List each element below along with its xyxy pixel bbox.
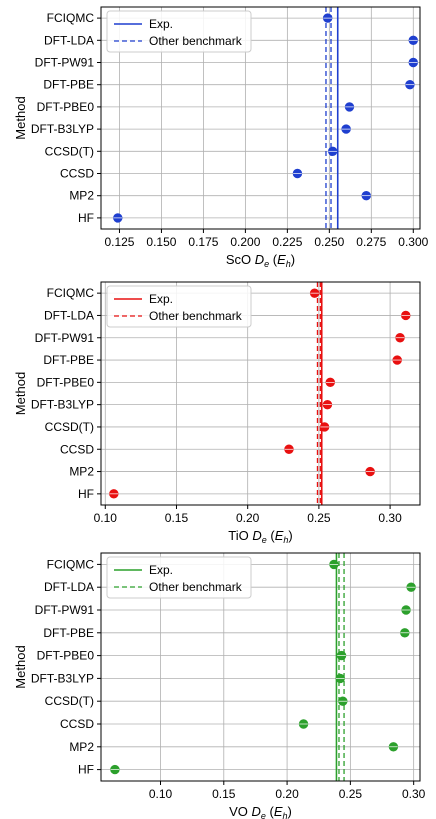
y-tick-label: HF [78, 211, 94, 225]
plot-frame [100, 552, 421, 782]
y-tick-label: CCSD [60, 167, 94, 181]
y-tick-label: FCIQMC [47, 557, 95, 571]
x-axis-label: TiO De (Eh) [228, 528, 292, 545]
y-tick-label: MP2 [69, 465, 94, 479]
legend-exp-label: Exp. [149, 563, 173, 577]
x-tick-label: 0.25 [307, 511, 331, 525]
y-axis-label: Method [13, 645, 28, 688]
x-tick-label: 0.225 [272, 235, 302, 249]
x-tick-label: 0.20 [236, 511, 260, 525]
chart-panel-tio: FCIQMC DFT-LDA DFT-PW91 DFT-PBE DFT-PBE0 DFT-… [13, 281, 421, 545]
y-tick-label: DFT-PBE [43, 353, 94, 367]
y-tick-label: DFT-B3LYP [31, 671, 94, 685]
x-tick-label: 0.15 [165, 511, 189, 525]
legend-box [106, 10, 252, 53]
legend-box [106, 556, 252, 599]
x-tick-label: 0.125 [104, 235, 134, 249]
x-tick-label: 0.200 [230, 235, 260, 249]
y-tick-label: DFT-B3LYP [31, 398, 94, 412]
x-tick-label: 0.300 [398, 235, 428, 249]
chart-panel-sco: FCIQMC DFT-LDA DFT-PW91 DFT-PBE DFT-PBE0 DFT-… [13, 6, 429, 269]
x-tick-label: 0.275 [356, 235, 386, 249]
y-tick-label: CCSD(T) [45, 144, 94, 158]
legend-exp-label: Exp. [149, 17, 173, 31]
x-tick-label: 0.10 [94, 511, 118, 525]
legend-benchmark-label: Other benchmark [149, 309, 243, 323]
legend-benchmark-label: Other benchmark [149, 34, 243, 48]
y-tick-label: DFT-PW91 [35, 331, 95, 345]
y-tick-label: DFT-LDA [44, 580, 94, 594]
y-tick-label: DFT-PBE [43, 626, 94, 640]
plot-frame [100, 281, 421, 506]
x-tick-label: 0.15 [212, 787, 236, 801]
y-axis-label: Method [13, 96, 28, 139]
y-tick-label: DFT-LDA [44, 33, 94, 47]
y-tick-label: FCIQMC [47, 11, 95, 25]
y-tick-label: DFT-PBE0 [37, 649, 95, 663]
y-tick-label: CCSD [60, 717, 94, 731]
y-tick-label: DFT-PBE0 [37, 375, 95, 389]
y-tick-label: DFT-LDA [44, 308, 94, 322]
x-tick-label: 0.175 [188, 235, 218, 249]
y-tick-label: DFT-PW91 [35, 603, 95, 617]
y-tick-label: MP2 [69, 189, 94, 203]
x-tick-label: 0.30 [378, 511, 402, 525]
chart-panel-vo: FCIQMC DFT-LDA DFT-PW91 DFT-PBE DFT-PBE0 DFT-… [13, 552, 426, 819]
y-tick-label: CCSD(T) [45, 420, 94, 434]
legend-box [106, 285, 252, 328]
y-tick-label: FCIQMC [47, 286, 95, 300]
x-tick-label: 0.150 [146, 235, 176, 249]
y-tick-label: DFT-B3LYP [31, 122, 94, 136]
x-tick-label: 0.250 [314, 235, 344, 249]
x-axis-label: ScO De (Eh) [226, 252, 295, 269]
y-tick-label: MP2 [69, 740, 94, 754]
y-tick-label: HF [78, 763, 94, 777]
x-tick-label: 0.30 [402, 787, 426, 801]
x-axis-label: VO De (Eh) [229, 804, 292, 819]
y-tick-label: HF [78, 487, 94, 501]
legend-benchmark-label: Other benchmark [149, 580, 243, 594]
legend-exp-label: Exp. [149, 292, 173, 306]
plot-frame [100, 6, 421, 230]
y-tick-label: CCSD(T) [45, 694, 94, 708]
y-tick-label: DFT-PBE [43, 78, 94, 92]
y-tick-label: DFT-PBE0 [37, 100, 95, 114]
x-tick-label: 0.20 [275, 787, 299, 801]
x-tick-label: 0.25 [339, 787, 363, 801]
y-tick-label: DFT-PW91 [35, 56, 95, 70]
x-tick-label: 0.10 [149, 787, 173, 801]
y-axis-label: Method [13, 372, 28, 415]
y-tick-label: CCSD [60, 442, 94, 456]
